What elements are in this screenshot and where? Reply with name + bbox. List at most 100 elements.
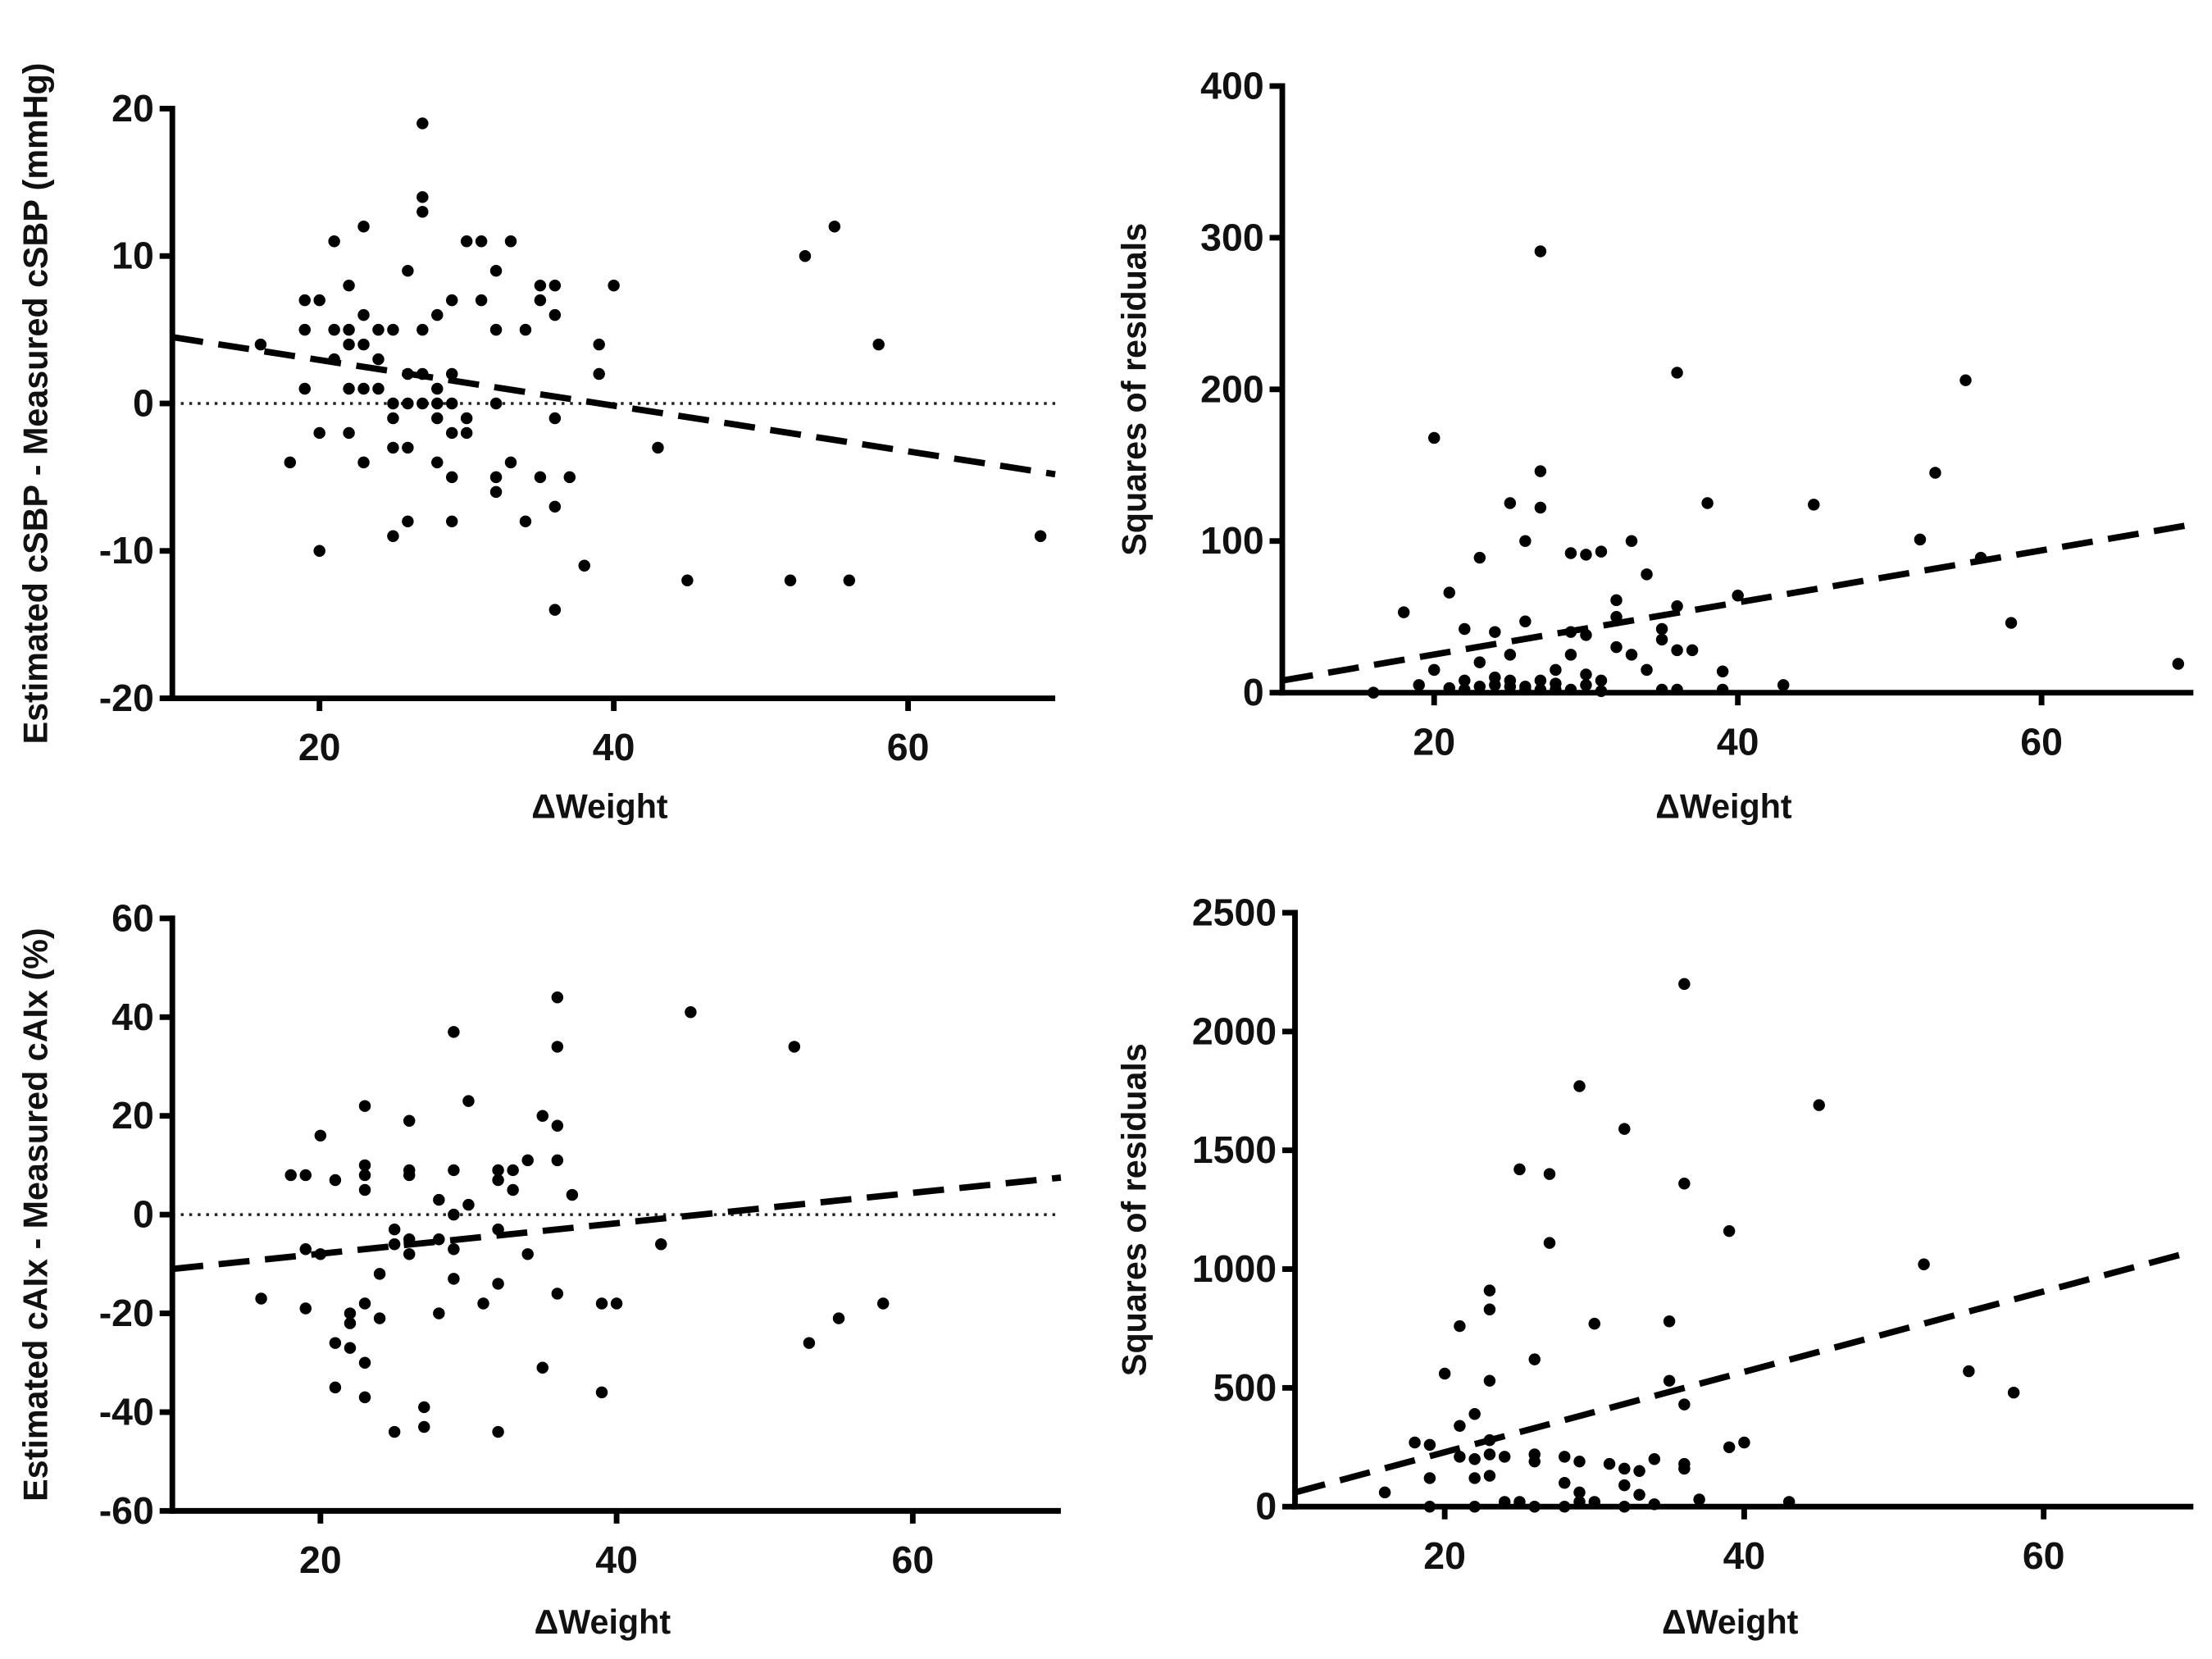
- y-tick-label: 2500: [1192, 891, 1277, 933]
- data-point: [433, 1307, 445, 1319]
- data-point: [1716, 665, 1729, 677]
- data-point: [1671, 600, 1683, 613]
- data-point: [1777, 679, 1790, 691]
- data-point: [828, 221, 841, 233]
- data-point: [299, 1243, 312, 1256]
- data-point: [548, 500, 562, 513]
- data-point: [1454, 1420, 1466, 1432]
- data-point: [1618, 1462, 1631, 1475]
- data-point: [1603, 1457, 1616, 1470]
- data-point: [477, 1297, 489, 1310]
- data-point: [681, 574, 694, 586]
- data-point: [1573, 1455, 1586, 1468]
- x-axis-title: ΔWeight: [1655, 788, 1792, 826]
- data-point: [255, 1292, 267, 1305]
- data-point: [460, 235, 473, 248]
- panel-cAIx-difference: Estimated cAIx - Measured cAIx (%) ΔWeig…: [17, 896, 1062, 1641]
- data-point: [610, 1297, 623, 1310]
- y-tick-label: 2000: [1192, 1010, 1277, 1052]
- data-point: [548, 604, 562, 616]
- data-point: [1473, 681, 1486, 693]
- data-point: [1534, 245, 1547, 258]
- data-point: [519, 323, 532, 336]
- data-point: [344, 1342, 357, 1354]
- data-point: [548, 412, 562, 425]
- data-point: [475, 294, 488, 307]
- data-point: [489, 397, 503, 410]
- data-point: [299, 1169, 312, 1182]
- data-point: [433, 1233, 445, 1246]
- panel-cAIx-squared-residuals: Squares of residuals ΔWeight 0 500 1000 150…: [1116, 891, 2195, 1641]
- data-point: [416, 191, 429, 203]
- data-point: [872, 338, 885, 351]
- data-point: [1678, 978, 1691, 991]
- data-point: [507, 1183, 519, 1196]
- data-point: [388, 1425, 401, 1438]
- data-point: [534, 294, 547, 307]
- x-tick-label: 40: [1717, 720, 1759, 763]
- data-point: [1618, 1479, 1631, 1492]
- data-point: [1655, 633, 1668, 646]
- data-point: [448, 1243, 460, 1256]
- data-point: [298, 323, 311, 336]
- data-point: [1519, 683, 1532, 696]
- data-point: [284, 1169, 297, 1182]
- data-point: [784, 574, 797, 586]
- y-tick-label: 0: [1255, 1485, 1277, 1528]
- data-point: [416, 397, 429, 410]
- y-tick-label: 60: [112, 896, 154, 939]
- data-point: [372, 382, 385, 395]
- data-point: [1483, 1448, 1496, 1461]
- data-point: [563, 471, 576, 484]
- data-point: [519, 515, 532, 528]
- data-point: [460, 426, 473, 440]
- x-tick-label: 60: [887, 726, 930, 768]
- data-point: [387, 412, 399, 425]
- data-point: [357, 221, 370, 233]
- data-point: [1454, 1451, 1466, 1463]
- data-point: [445, 515, 458, 528]
- data-point: [314, 1129, 327, 1142]
- data-point: [551, 1288, 564, 1300]
- data-point: [1914, 533, 1927, 546]
- data-point: [507, 1164, 519, 1177]
- data-point: [1782, 1496, 1796, 1508]
- data-point: [1483, 1470, 1496, 1482]
- data-point: [788, 1041, 801, 1053]
- data-point: [1813, 1099, 1825, 1111]
- data-point: [1534, 501, 1547, 514]
- data-point: [343, 323, 355, 336]
- regression-line: [171, 1174, 1062, 1273]
- data-point: [358, 1391, 371, 1404]
- data-point: [1397, 606, 1410, 618]
- data-point: [358, 1356, 371, 1369]
- data-point: [1641, 663, 1653, 677]
- data-point: [1625, 535, 1638, 547]
- data-point: [313, 426, 325, 440]
- data-point: [1610, 594, 1623, 607]
- data-point: [1963, 1365, 1975, 1378]
- data-point: [803, 1337, 816, 1349]
- panel-cSBP-difference: Estimated cSBP - Measured cSBP (mmHg) ΔW…: [17, 63, 1056, 826]
- y-axis-title: Squares of residuals: [1116, 1043, 1154, 1376]
- data-point: [358, 1183, 371, 1196]
- y-tick-label: 0: [1243, 671, 1264, 713]
- x-axis-title: ΔWeight: [1662, 1603, 1799, 1641]
- data-point: [2005, 617, 2018, 629]
- data-point: [1454, 1319, 1466, 1333]
- data-point: [536, 1110, 548, 1122]
- data-point: [1723, 1441, 1736, 1454]
- data-point: [1701, 497, 1714, 509]
- data-point: [329, 1337, 342, 1349]
- data-point: [1513, 1163, 1526, 1176]
- data-point: [357, 382, 370, 395]
- data-point: [387, 441, 399, 454]
- data-point: [1678, 1462, 1691, 1475]
- data-point: [1564, 683, 1577, 696]
- y-tick-label: 100: [1200, 519, 1263, 562]
- regression-line: [1281, 521, 2194, 684]
- data-point: [448, 1164, 460, 1177]
- x-tick-label: 60: [2020, 720, 2063, 763]
- data-point: [1550, 683, 1562, 696]
